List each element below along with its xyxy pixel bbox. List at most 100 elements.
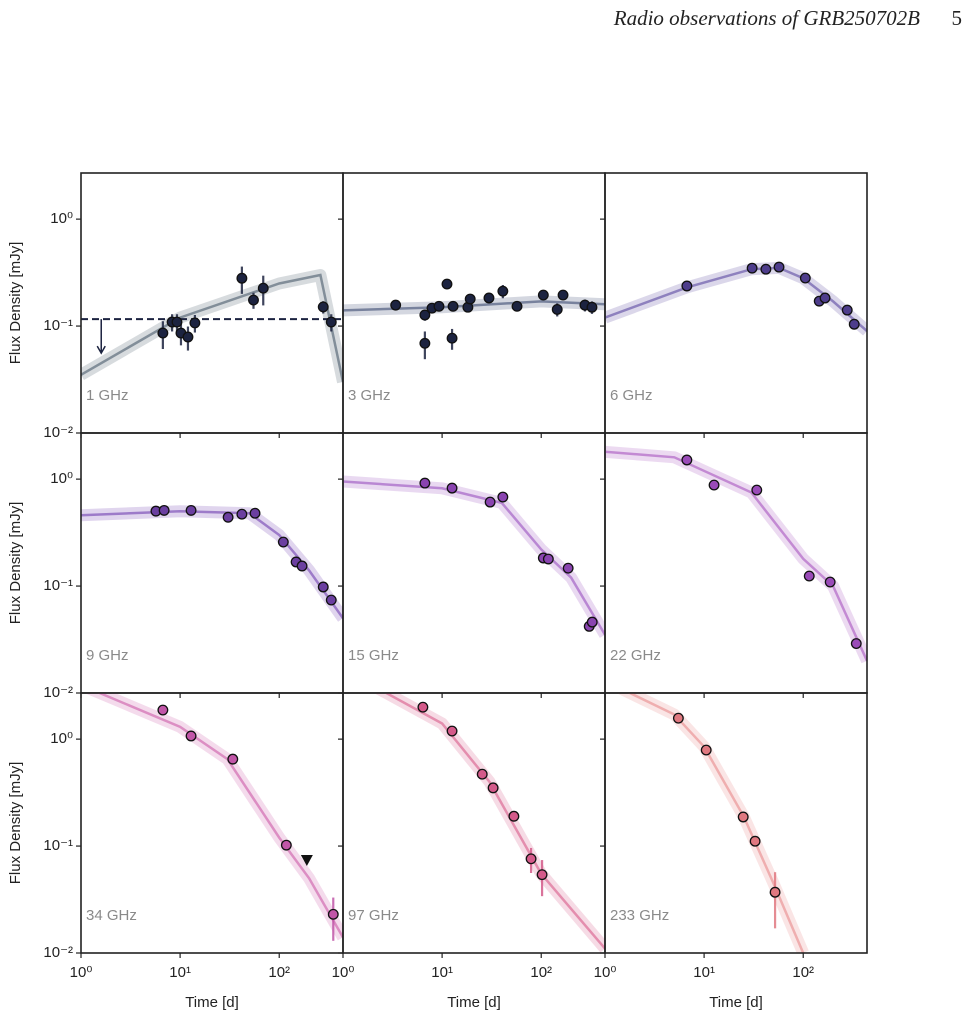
data-point [819, 292, 831, 304]
panel-label: 22 GHz [610, 647, 661, 664]
x-tick-label: 10¹ [431, 964, 453, 981]
data-point [280, 839, 292, 851]
data-point [562, 562, 574, 574]
y-tick-label: 10⁰ [50, 730, 73, 747]
page-number: 5 [952, 6, 963, 30]
data-point [157, 704, 169, 716]
model-band [81, 269, 343, 384]
model-band [84, 693, 343, 941]
x-tick-label: 10² [530, 964, 552, 981]
data-point [760, 263, 772, 275]
panel [605, 261, 867, 336]
data-point [476, 768, 488, 780]
data-point [737, 811, 749, 823]
data-point [189, 317, 201, 329]
data-point [681, 454, 693, 466]
model-line [605, 450, 867, 662]
panel [343, 278, 605, 360]
data-point [848, 318, 860, 330]
data-point [708, 479, 720, 491]
x-tick-label: 10² [268, 964, 290, 981]
data-point [483, 292, 495, 304]
data-point [487, 782, 499, 794]
data-point [433, 300, 445, 312]
y-axis-label: Flux Density [mJy] [7, 502, 24, 625]
y-tick-label: 10⁻¹ [43, 837, 73, 854]
data-point [185, 504, 197, 516]
model-line [343, 480, 605, 636]
data-point [236, 508, 248, 520]
y-tick-label: 10⁻¹ [43, 577, 73, 594]
y-tick-label: 10⁻² [43, 684, 73, 701]
data-point [586, 301, 598, 313]
data-point [799, 272, 811, 284]
y-axis-label: Flux Density [mJy] [7, 242, 24, 365]
x-axis-label: Time [d] [447, 994, 501, 1011]
panel [616, 693, 809, 953]
data-point [484, 496, 496, 508]
data-point [222, 511, 234, 523]
x-tick-label: 10¹ [169, 964, 191, 981]
panel-label: 9 GHz [86, 647, 129, 664]
data-point [317, 301, 329, 313]
upper-limit [300, 855, 313, 867]
data-point [185, 730, 197, 742]
data-point [746, 262, 758, 274]
data-point [557, 289, 569, 301]
data-point [824, 576, 836, 588]
data-point [446, 725, 458, 737]
data-point [419, 309, 431, 321]
data-point [248, 294, 259, 306]
panel-label: 15 GHz [348, 647, 399, 664]
panel [84, 693, 343, 941]
data-point [525, 853, 537, 865]
data-point [419, 337, 431, 349]
x-axis-label: Time [d] [185, 994, 239, 1011]
data-point [447, 300, 459, 312]
upper-limit [96, 319, 106, 355]
data-point [537, 289, 549, 301]
data-point [464, 293, 476, 305]
data-point [182, 331, 194, 343]
data-point [257, 282, 269, 294]
data-point [277, 536, 289, 548]
data-point [497, 285, 509, 297]
data-point [296, 560, 308, 572]
x-tick-label: 10⁰ [332, 964, 355, 981]
data-point [249, 507, 261, 519]
data-point [773, 261, 785, 273]
data-point [511, 300, 523, 312]
data-point [551, 304, 563, 315]
panel-label: 34 GHz [86, 907, 137, 924]
panel-label: 3 GHz [348, 387, 391, 404]
y-tick-label: 10⁻¹ [43, 317, 73, 334]
model-band [605, 445, 867, 664]
data-point [841, 304, 853, 316]
data-point [158, 504, 170, 516]
running-title: Radio observations of GRB250702B [613, 6, 920, 30]
data-point [803, 570, 815, 582]
model-line [81, 273, 343, 383]
model-line [383, 693, 605, 950]
data-point [446, 332, 458, 344]
data-point [446, 482, 458, 494]
panel-label: 6 GHz [610, 387, 653, 404]
data-point [325, 316, 337, 328]
data-point [536, 869, 548, 881]
x-axis-label: Time [d] [709, 994, 763, 1011]
data-point [542, 553, 554, 565]
model-band [343, 475, 605, 638]
data-point [171, 316, 183, 328]
data-point [751, 484, 763, 496]
y-tick-label: 10⁰ [50, 210, 73, 227]
x-tick-label: 10² [792, 964, 814, 981]
panel-label: 97 GHz [348, 907, 399, 924]
x-tick-label: 10⁰ [594, 964, 617, 981]
data-point [681, 280, 693, 292]
data-point [497, 491, 509, 503]
data-point [417, 701, 429, 713]
panel [605, 445, 867, 664]
panel [343, 475, 605, 638]
model-line [96, 693, 343, 939]
